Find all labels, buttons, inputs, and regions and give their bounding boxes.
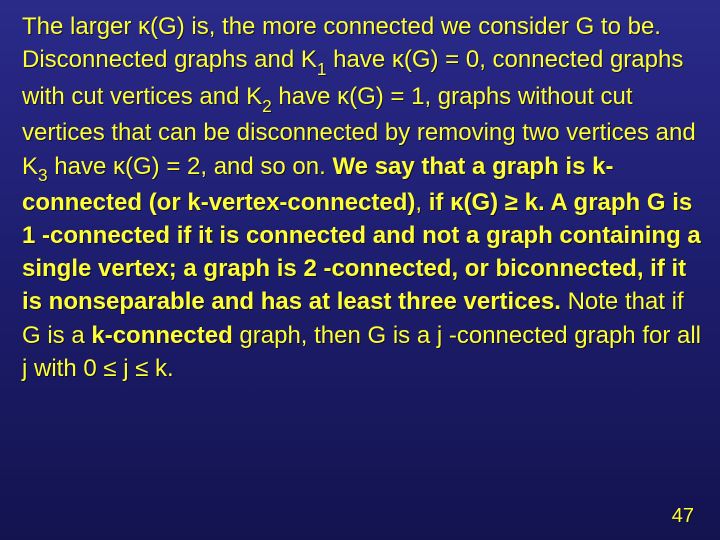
bold-run: k-connected [91, 322, 232, 349]
slide: The larger κ(G) is, the more connected w… [0, 0, 720, 540]
page-number: 47 [672, 505, 694, 528]
subscript: 1 [317, 59, 327, 79]
subscript: 3 [38, 165, 48, 185]
subscript: 2 [262, 96, 272, 116]
body-paragraph: The larger κ(G) is, the more connected w… [22, 10, 702, 385]
